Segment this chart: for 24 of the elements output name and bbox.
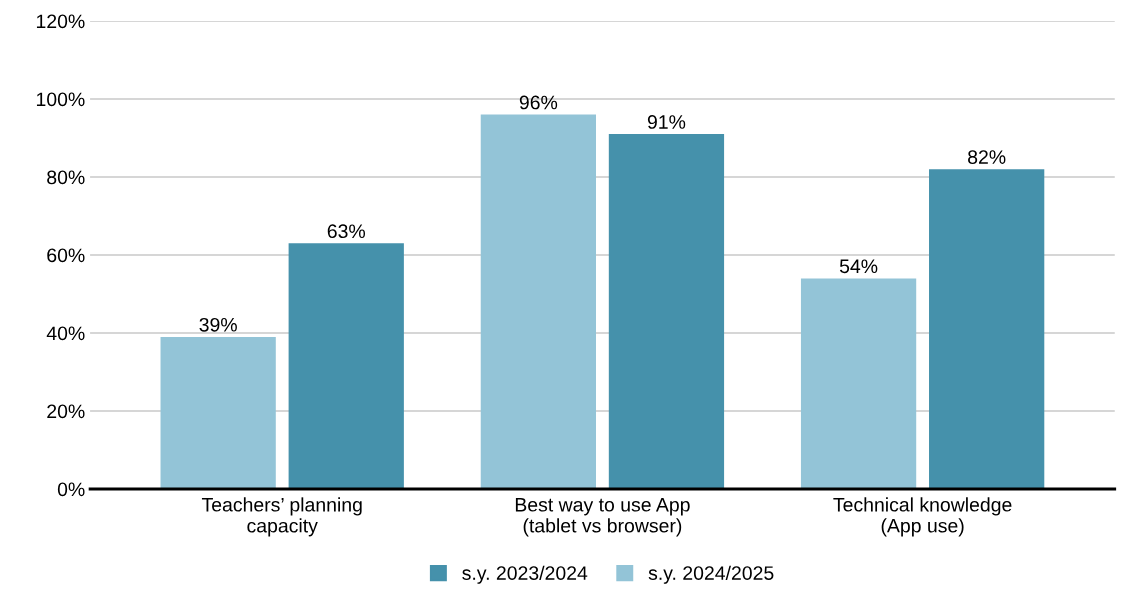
data-label: 54%	[839, 259, 878, 274]
data-label: 82%	[968, 150, 1006, 164]
data-label: 96%	[519, 95, 558, 110]
bar	[288, 243, 404, 489]
data-label: 63%	[327, 224, 366, 239]
legend-label: s.y. 2023/2024	[462, 565, 588, 584]
bar	[608, 134, 725, 489]
y-tick-label: 20%	[47, 404, 85, 419]
x-tick-label: Teachers’ planning capacity	[201, 497, 362, 537]
bar	[160, 336, 276, 489]
y-tick-label: 120%	[36, 14, 85, 29]
bar	[929, 169, 1045, 489]
bar	[800, 278, 917, 489]
bar	[480, 114, 597, 489]
x-tick-label: Best way to use App (tablet vs browser)	[515, 498, 690, 537]
y-tick-label: 100%	[36, 92, 85, 107]
legend-label: s.y. 2024/2025	[648, 565, 774, 584]
data-label: 39%	[199, 317, 237, 332]
data-label: 91%	[647, 115, 686, 129]
y-tick-label: 40%	[46, 326, 85, 341]
y-tick-label: 60%	[47, 248, 85, 263]
x-tick-label: Technical knowledge (App use)	[833, 497, 1012, 537]
y-tick-label: 80%	[47, 170, 85, 185]
y-tick-label: 0%	[57, 482, 85, 497]
